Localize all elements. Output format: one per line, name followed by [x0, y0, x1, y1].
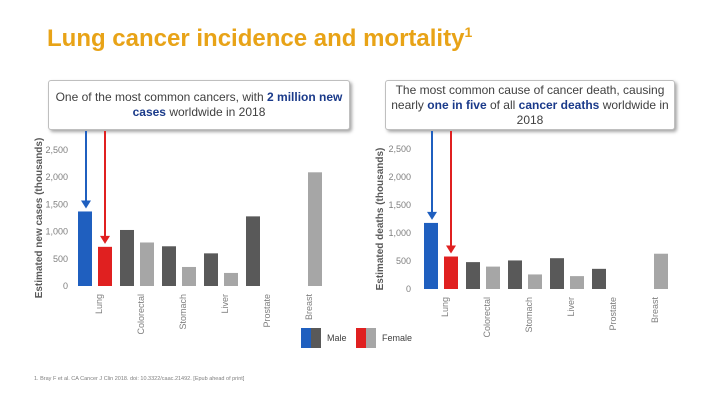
- mortality-ytick: 1,000: [388, 228, 411, 238]
- mortality-category-label: Stomach: [524, 297, 534, 333]
- incidence-bar-stomach-male: [162, 246, 176, 286]
- incidence-bar-colorectal-male: [120, 229, 134, 286]
- incidence-bar-colorectal-female: [140, 242, 154, 286]
- incidence-bar-lung-male: [78, 211, 92, 286]
- incidence-ytick: 2,500: [45, 145, 68, 155]
- legend-female-swatch-light: [366, 328, 376, 348]
- mortality-bar-lung-female: [444, 256, 458, 289]
- incidence-ytick: 2,000: [45, 172, 68, 182]
- mortality-ytick: 0: [406, 284, 411, 294]
- legend: Male Female: [301, 328, 412, 348]
- incidence-ytick: 0: [63, 281, 68, 291]
- incidence-category-label: Colorectal: [136, 294, 146, 335]
- incidence-ytick: 1,500: [45, 199, 68, 209]
- page-title: Lung cancer incidence and mortality1: [47, 24, 473, 52]
- mortality-ylabel: Estimated deaths (thousands): [375, 148, 386, 291]
- mortality-bar-breast-female: [654, 253, 668, 289]
- incidence-ylabel: Estimated new cases (thousands): [34, 138, 45, 299]
- incidence-bar-prostate-male: [246, 216, 260, 286]
- incidence-arrow-female-head: [100, 235, 110, 244]
- incidence-category-label: Breast: [304, 294, 314, 321]
- incidence-bar-stomach-female: [182, 266, 196, 286]
- incidence-category-label: Stomach: [178, 294, 188, 330]
- mortality-bar-prostate-male: [592, 268, 606, 289]
- mortality-category-label: Lung: [440, 297, 450, 317]
- mortality-arrow-female-head: [446, 245, 456, 254]
- legend-female-swatch: [356, 328, 366, 348]
- mortality-category-label: Breast: [650, 297, 660, 324]
- mortality-bar-stomach-female: [528, 274, 542, 289]
- incidence-bar-lung-female: [98, 246, 112, 286]
- incidence-bar-liver-female: [224, 272, 238, 286]
- highlight-arrows: [81, 131, 456, 254]
- mortality-ytick: 500: [396, 256, 411, 266]
- mortality-ytick: 2,000: [388, 172, 411, 182]
- mortality-ytick: 1,500: [388, 200, 411, 210]
- mortality-bar-stomach-male: [508, 260, 522, 289]
- legend-male-swatch-dark: [311, 328, 321, 348]
- legend-male-label: Male: [327, 333, 347, 343]
- mortality-callout: The most common cause of cancer death, c…: [385, 80, 675, 130]
- incidence-ytick: 1,000: [45, 227, 68, 237]
- incidence-ytick: 500: [53, 254, 68, 264]
- incidence-callout: One of the most common cancers, with 2 m…: [48, 80, 350, 130]
- footnote: 1. Bray F et al. CA Cancer J Clin 2018. …: [34, 376, 245, 382]
- mortality-bar-colorectal-male: [466, 262, 480, 289]
- incidence-arrow-male-head: [81, 200, 91, 209]
- mortality-arrow-male-head: [427, 211, 437, 220]
- incidence-bar-breast-female: [308, 172, 322, 286]
- mortality-bar-lung-male: [424, 222, 438, 289]
- mortality-bar-colorectal-female: [486, 266, 500, 289]
- incidence-category-label: Liver: [220, 294, 230, 314]
- mortality-ytick: 2,500: [388, 144, 411, 154]
- incidence-bar-liver-male: [204, 253, 218, 286]
- mortality-category-label: Prostate: [608, 297, 618, 331]
- mortality-category-label: Colorectal: [482, 297, 492, 338]
- mortality-category-label: Liver: [566, 297, 576, 317]
- mortality-bar-liver-female: [570, 276, 584, 289]
- legend-female-label: Female: [382, 333, 412, 343]
- incidence-category-label: Prostate: [262, 294, 272, 328]
- incidence-category-label: Lung: [94, 294, 104, 314]
- mortality-bar-liver-male: [550, 258, 564, 289]
